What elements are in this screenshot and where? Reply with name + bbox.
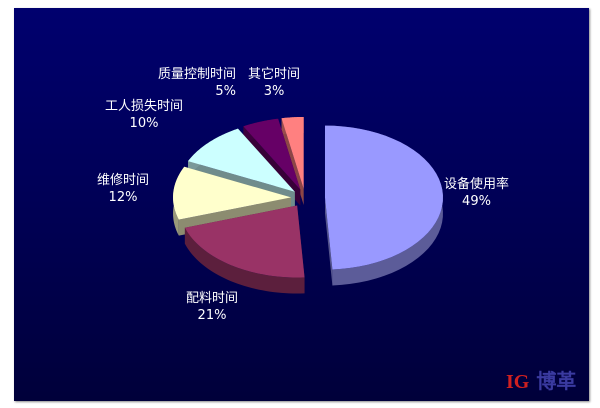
pie-slice-top: [324, 125, 443, 270]
pie-slice-edge: [324, 197, 333, 286]
pie-slice-top: [243, 118, 301, 190]
pie-slice-0: [324, 125, 443, 286]
label-slice-2: 维修时间 12%: [97, 173, 150, 205]
pie-slice-top: [281, 116, 304, 189]
label-slice-3: 工人损失时间 10%: [105, 99, 184, 131]
label-slice-0: 设备使用率 49%: [444, 177, 510, 209]
pie-slice-top: [188, 128, 295, 192]
label-slice-4: 质量控制时间 5%: [158, 67, 237, 99]
pie-slice-top: [184, 205, 305, 278]
pie-slice-1: [184, 205, 305, 294]
label-slice-1: 配料时间 21%: [186, 291, 239, 323]
label-slice-5: 其它时间 3%: [248, 67, 301, 99]
pie-slice-top: [173, 166, 292, 220]
chart-background: [14, 8, 589, 401]
logo: IG 博革: [506, 369, 577, 393]
pie-slice-side: [184, 227, 305, 294]
